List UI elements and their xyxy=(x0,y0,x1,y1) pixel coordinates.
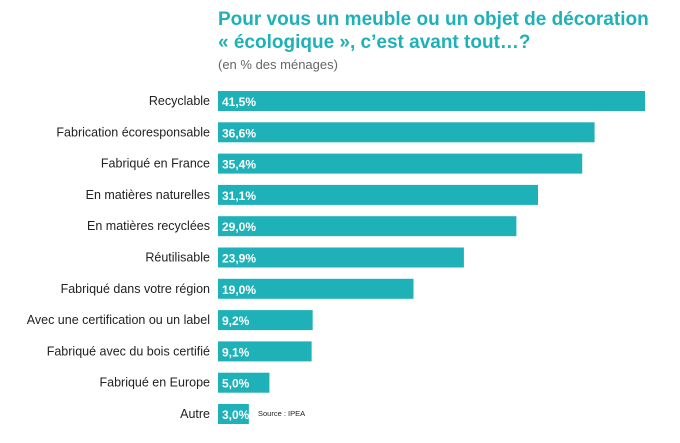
value-label: 3,0% xyxy=(222,408,250,422)
value-label: 35,4% xyxy=(222,158,256,172)
bar xyxy=(218,341,312,362)
value-label: 9,2% xyxy=(222,314,250,328)
category-label: Fabriqué avec du bois certifié xyxy=(47,344,210,358)
category-label: Fabriqué en Europe xyxy=(100,376,211,390)
category-label: Recyclable xyxy=(149,94,210,108)
bar xyxy=(218,310,313,331)
category-label: Fabrication écoresponsable xyxy=(56,125,210,139)
value-label: 23,9% xyxy=(222,252,256,266)
category-label: Réutilisable xyxy=(145,251,210,265)
category-label: Avec une certification ou un label xyxy=(27,313,210,327)
value-label: 9,1% xyxy=(222,345,250,359)
value-label: 5,0% xyxy=(222,377,250,391)
bar xyxy=(218,404,249,424)
value-label: 19,0% xyxy=(222,283,256,297)
value-label: 29,0% xyxy=(222,220,256,234)
category-label: En matières recyclées xyxy=(87,219,210,233)
category-label: Fabriqué en France xyxy=(101,157,210,171)
bar xyxy=(218,91,645,111)
value-label: 41,5% xyxy=(222,95,256,109)
bar xyxy=(218,372,270,393)
value-label: 36,6% xyxy=(222,126,256,140)
bar xyxy=(218,184,538,205)
value-label: 31,1% xyxy=(222,189,256,203)
bar xyxy=(218,278,414,299)
category-label: Fabriqué dans votre région xyxy=(61,282,210,296)
chart-title: Pour vous un meuble ou un objet de décor… xyxy=(218,9,649,53)
category-label: Autre xyxy=(180,407,210,421)
bar xyxy=(218,216,517,237)
bar xyxy=(218,153,583,174)
bar xyxy=(218,247,464,268)
category-label: En matières naturelles xyxy=(86,188,210,202)
source-note: Source : IPEA xyxy=(258,409,306,418)
chart-subtitle: (en % des ménages) xyxy=(218,57,338,72)
bar xyxy=(218,122,595,143)
